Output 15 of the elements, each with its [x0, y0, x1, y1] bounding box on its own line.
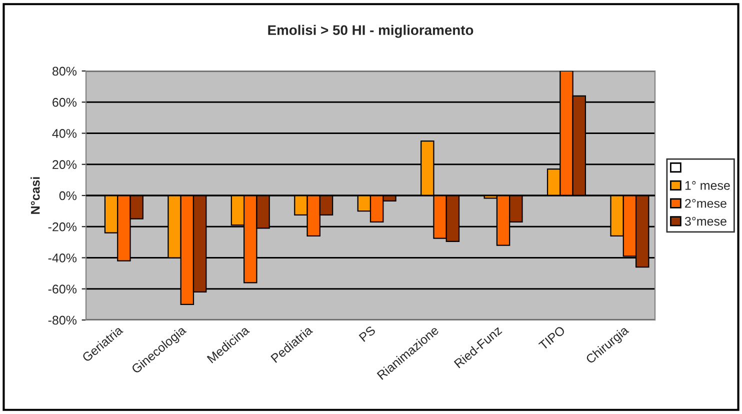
y-axis-title: N°casi: [30, 177, 40, 214]
y-tick-label: 40%: [52, 129, 77, 138]
y-tick-label: 80%: [52, 66, 77, 76]
legend-label: 3°mese: [684, 216, 726, 226]
x-tick-label: PS: [358, 325, 376, 342]
legend-label: 2°mese: [685, 198, 726, 208]
y-tick-label: -60%: [48, 284, 77, 294]
y-tick-label: 0%: [59, 191, 77, 200]
legend-label: 1° mese: [685, 181, 730, 190]
y-tick-label: -20%: [48, 222, 77, 232]
chart-title: Emolisi > 50 HI - miglioramento: [268, 24, 474, 38]
y-tick-label: 60%: [52, 98, 77, 107]
y-tick-label: -40%: [48, 254, 77, 262]
y-tick-label: 20%: [52, 160, 77, 170]
y-tick-label: -80%: [48, 316, 77, 325]
